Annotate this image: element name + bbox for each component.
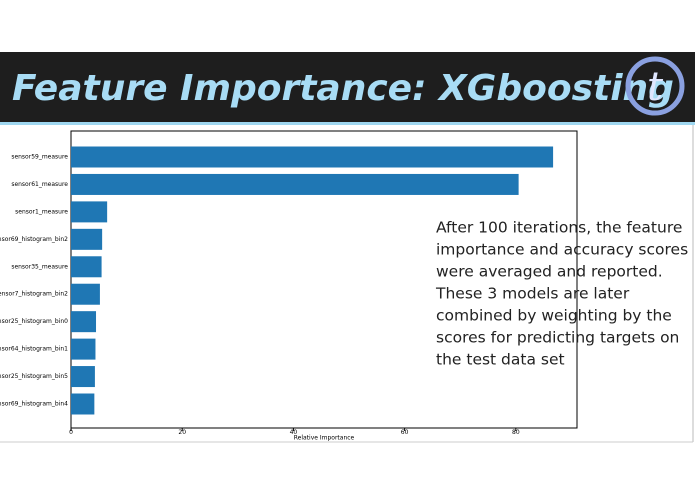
bar — [71, 201, 108, 223]
body-line: importance and accuracy scores — [436, 241, 688, 259]
body-text: After 100 iterations, the feature importa… — [435, 219, 688, 369]
logo: t — [625, 56, 685, 116]
bar — [71, 311, 97, 333]
y-tick-label: sensor25_histogram_bin0 — [0, 318, 68, 325]
body-line: These 3 models are later — [435, 285, 630, 303]
bar — [71, 393, 95, 415]
slide-title: Feature Importance: XGboosting — [12, 68, 674, 109]
body-line: After 100 iterations, the feature — [436, 219, 682, 237]
y-tick-label: sensor64_histogram_bin1 — [0, 346, 68, 353]
x-tick-label: 80 — [512, 429, 520, 436]
x-tick-label: 0 — [69, 429, 73, 436]
bar — [71, 366, 95, 388]
body-line: scores for predicting targets on — [436, 329, 679, 347]
y-tick-label: sensor61_measure — [11, 181, 68, 188]
y-tick-label: sensor25_histogram_bin5 — [0, 373, 68, 380]
x-tick-label: 20 — [178, 429, 186, 436]
body-line: the test data set — [436, 351, 565, 369]
bar — [71, 173, 519, 195]
svg-text:t: t — [647, 64, 664, 110]
y-tick-label: sensor35_measure — [11, 263, 68, 270]
x-tick-label: 40 — [290, 429, 298, 436]
bar — [71, 283, 100, 305]
y-tick-label: sensor69_histogram_bin2 — [0, 236, 68, 243]
body-line: combined by weighting by the — [436, 307, 672, 325]
title-rule — [0, 122, 695, 125]
bar — [71, 146, 554, 168]
x-tick-label: 60 — [401, 429, 409, 436]
plot-frame — [70, 130, 578, 429]
body-line: were averaged and reported. — [436, 263, 663, 281]
y-tick-label: sensor69_histogram_bin4 — [0, 401, 68, 408]
y-tick-label: sensor1_measure — [15, 208, 68, 215]
bar — [71, 256, 102, 278]
title-band — [0, 52, 695, 122]
y-tick-label: sensor59_measure — [11, 154, 68, 161]
x-axis-label: Relative Importance — [294, 435, 355, 442]
bar — [71, 228, 103, 250]
y-tick-label: sensor7_histogram_bin2 — [0, 291, 68, 298]
bar — [71, 338, 96, 360]
